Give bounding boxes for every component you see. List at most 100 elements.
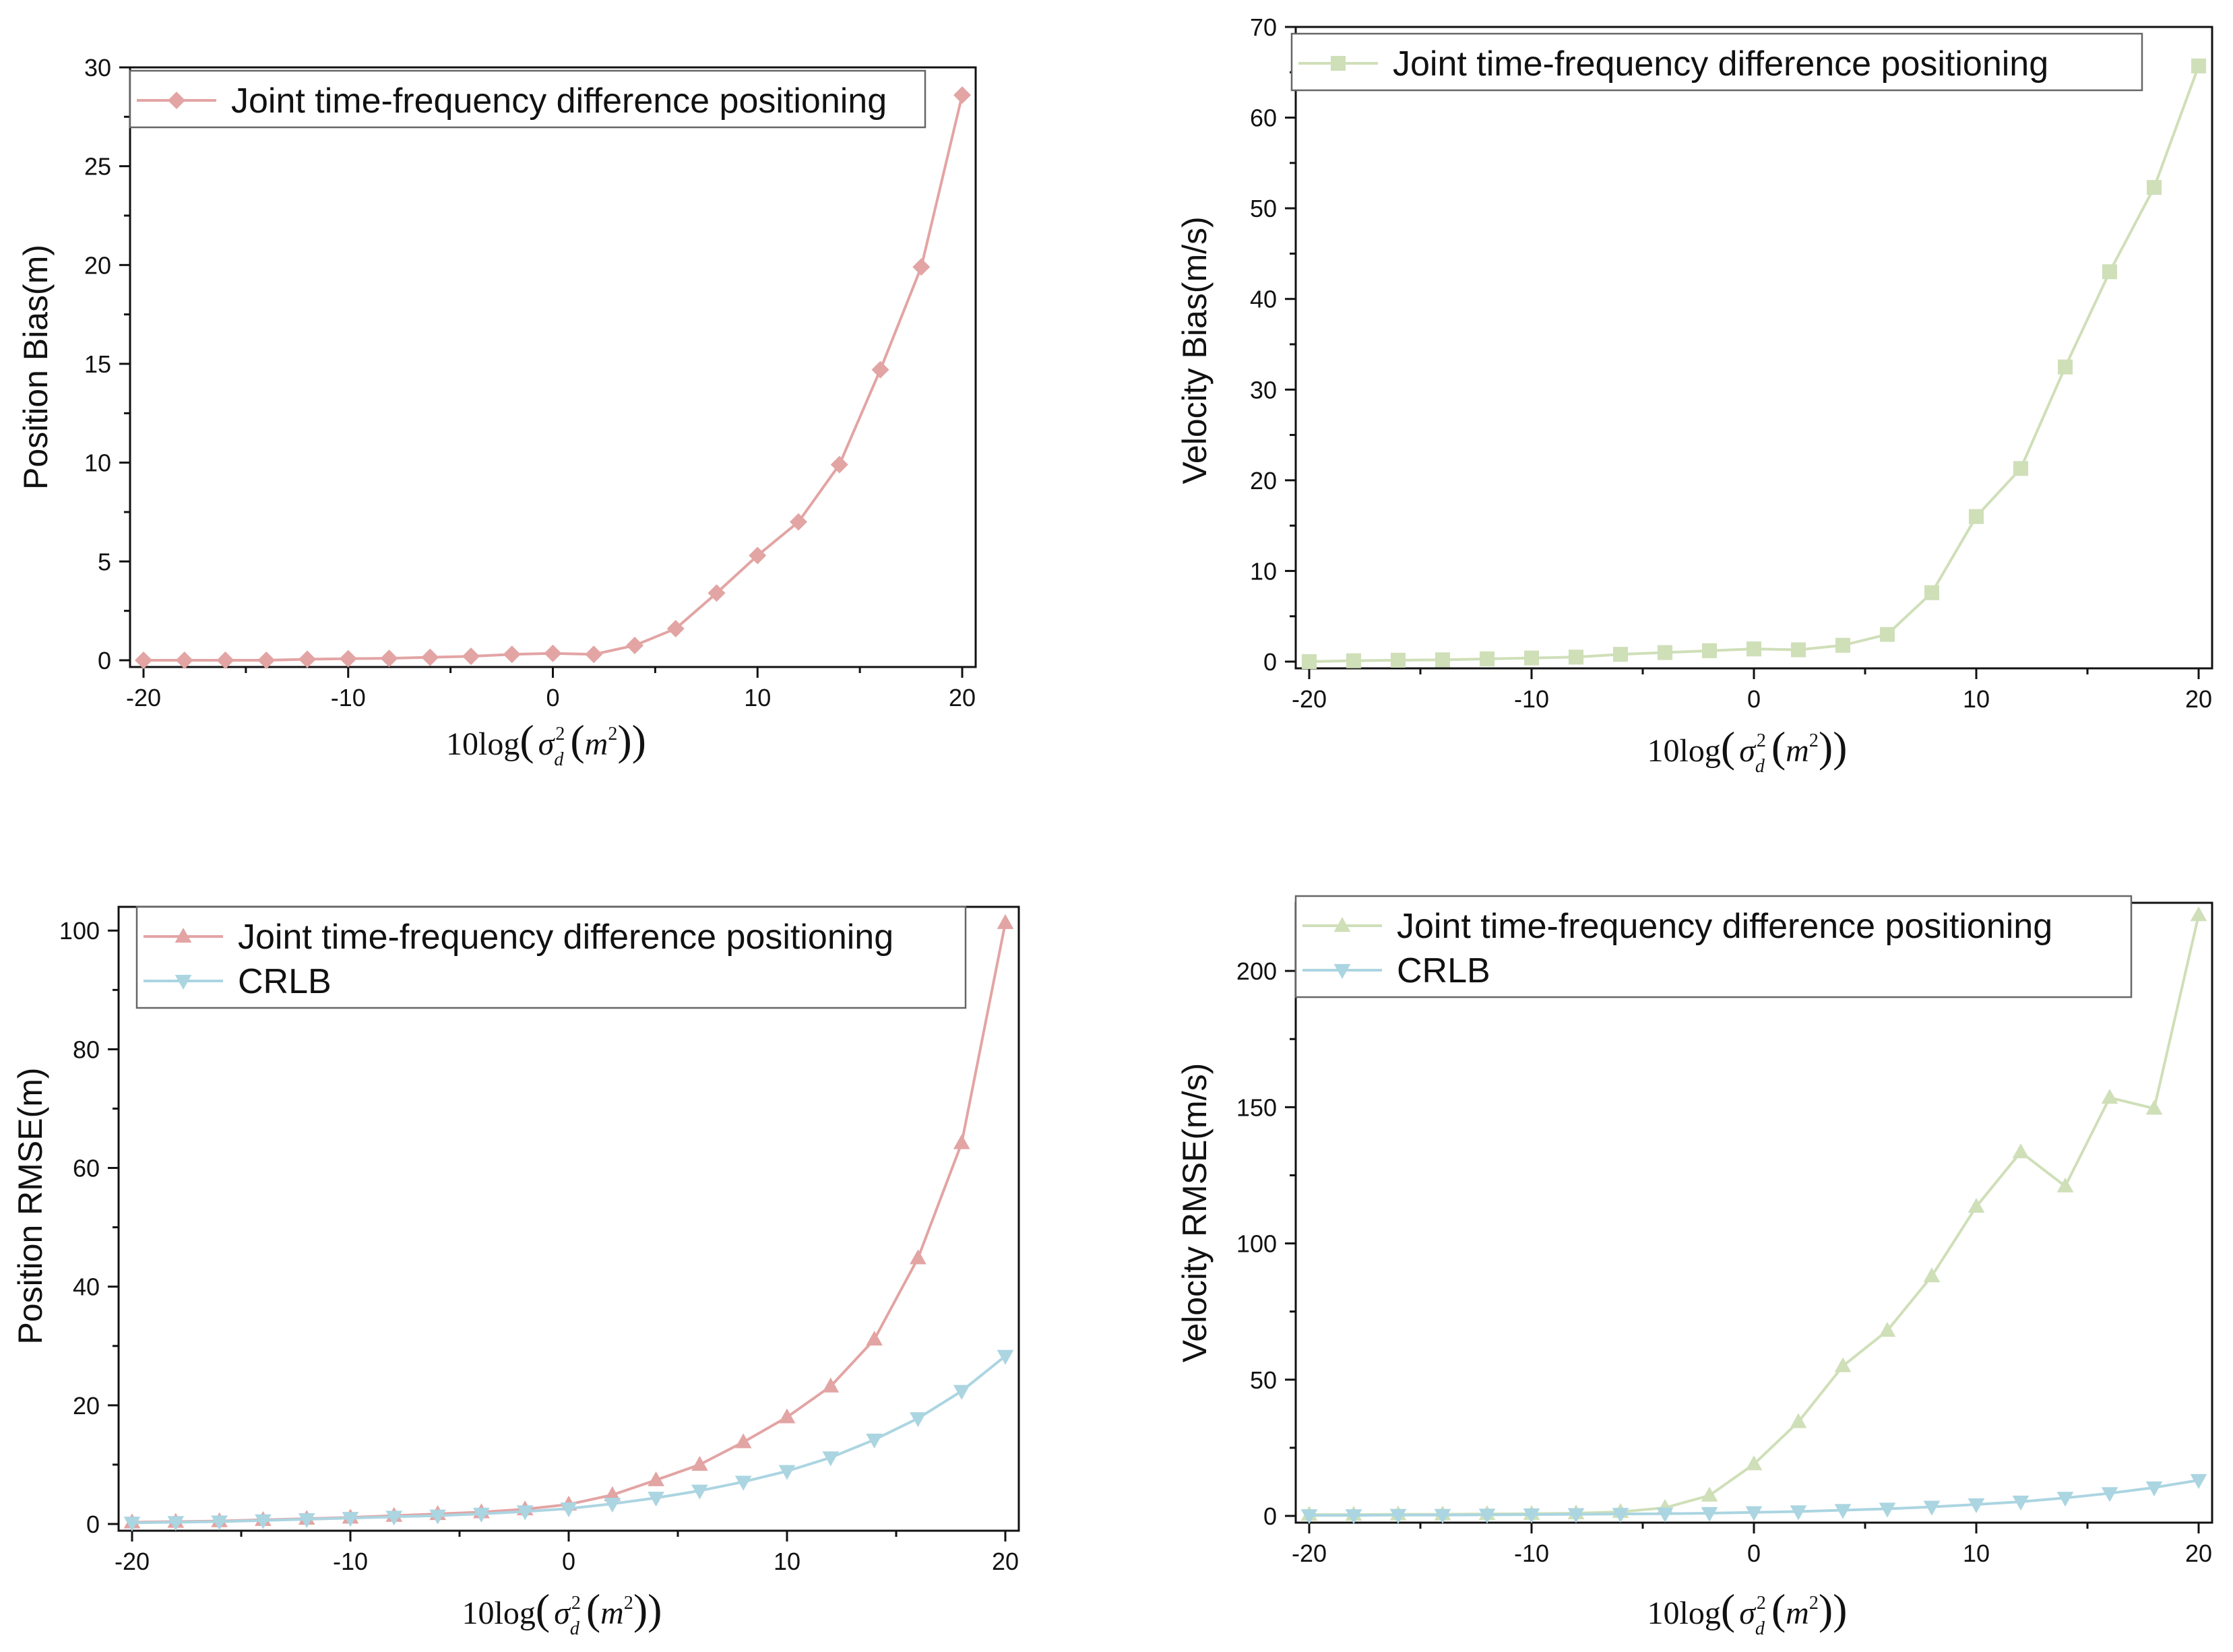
vel_rmse-x-tick-label: 20 xyxy=(2185,1539,2212,1567)
vel_rmse-series-0-point xyxy=(2056,1177,2074,1193)
pos_rmse-series-0-point xyxy=(822,1377,840,1393)
vel_bias-x-tick-label: 0 xyxy=(1747,685,1761,713)
vel_rmse-series-1-point xyxy=(1834,1504,1852,1519)
pos_bias-x-tick-label: 20 xyxy=(949,684,976,711)
pos_rmse-x-title-part-2: σ xyxy=(554,1595,571,1631)
vel_rmse-y-tick-label: 100 xyxy=(1236,1230,1277,1258)
pos_bias-series-0-point xyxy=(421,648,439,666)
pos_bias-y-axis-title: Position Bias(m) xyxy=(17,245,55,490)
pos_rmse-series-1-point xyxy=(298,1513,315,1528)
vel_bias-series-0-point xyxy=(1790,642,1806,658)
pos_bias-y-tick-label: 0 xyxy=(98,647,111,674)
vel_bias-series-0-point xyxy=(1746,641,1762,657)
pos_rmse-legend-box xyxy=(135,906,967,1009)
vel_rmse-x-title-part-5: ( xyxy=(1771,1585,1786,1633)
pos_bias-series-0-point xyxy=(257,652,276,669)
vel_rmse-legend-label-1: CRLB xyxy=(1397,951,1490,990)
vel_rmse-series-0-point xyxy=(2190,906,2207,922)
pos_bias-x-title-part-2: σ xyxy=(538,726,556,762)
pos_rmse-y-tick-label: 100 xyxy=(59,917,100,945)
pos_bias-x-tick-label: -10 xyxy=(331,684,366,711)
vel_rmse-x-tick-label: 0 xyxy=(1747,1539,1761,1567)
vel_bias-series-0-point xyxy=(1924,585,1940,600)
pos_bias-x-title-part-8: )) xyxy=(617,716,646,764)
pos_bias-series-0-point xyxy=(912,258,931,276)
pos_rmse-series-0-point xyxy=(691,1455,708,1471)
vel_rmse-series-1-point xyxy=(1434,1508,1451,1524)
pos_bias-series-0-point xyxy=(503,645,521,664)
pos_rmse-x-tick-label: 20 xyxy=(992,1548,1019,1575)
pos_rmse-series-line-0 xyxy=(131,922,1007,1524)
pos_rmse-legend-label-1: CRLB xyxy=(238,962,332,1001)
pos_bias-series-0-point xyxy=(175,652,193,669)
vel_bias-x-tick-label: 10 xyxy=(1963,685,1990,713)
vel_bias-x-title-part-4: d xyxy=(1755,756,1765,777)
vel_rmse-x-title-part-3: 2 xyxy=(1757,1593,1766,1614)
vel_bias-x-title-part-7: 2 xyxy=(1809,730,1819,751)
pos_rmse-y-tick-label: 80 xyxy=(73,1036,100,1063)
pos_rmse-y-tick-label: 20 xyxy=(73,1392,100,1420)
vel_rmse-x-title-part-4: d xyxy=(1755,1618,1765,1639)
vel_bias-y-tick-label: 60 xyxy=(1250,104,1277,132)
vel_rmse-series-1-point xyxy=(2190,1473,2207,1490)
vel_bias-y-axis-title: Velocity Bias(m/s) xyxy=(1176,216,1214,484)
vel_rmse-series-1-point xyxy=(1790,1505,1807,1521)
vel_bias-series-0-point xyxy=(2102,264,2118,280)
vel_rmse-y-tick-label: 150 xyxy=(1236,1093,1277,1121)
pos_rmse-x-title-part-6: m xyxy=(600,1595,624,1631)
vel_bias-series-0-point xyxy=(1479,651,1495,667)
pos_bias-x-axis-title: 10log(σ2 d (m2)) xyxy=(446,716,646,770)
vel_bias-y-tick-label: 50 xyxy=(1250,195,1277,222)
pos_rmse-legend-marker-0 xyxy=(175,928,192,943)
vel_bias-x-title-part-1: ( xyxy=(1721,723,1735,771)
vel_rmse-series-1-point xyxy=(2056,1492,2074,1507)
vel_rmse-series-0-point xyxy=(2145,1100,2163,1115)
pos_rmse-legend-marker-1 xyxy=(175,974,192,990)
pos_bias-series-0-point xyxy=(462,647,480,666)
vel_bias-series-0-point xyxy=(1346,653,1362,668)
vel_bias-x-title-part-8: )) xyxy=(1819,723,1848,771)
pos_rmse-series-0-point xyxy=(866,1331,883,1346)
vel_bias-series-0-point xyxy=(1612,647,1629,662)
vel_bias-x-title-part-6: m xyxy=(1786,733,1809,769)
vel_rmse-legend-marker-0 xyxy=(1333,917,1351,932)
vel_bias-y-tick-label: 20 xyxy=(1250,467,1277,495)
pos_bias-x-title-part-7: 2 xyxy=(608,724,617,744)
vel_rmse-y-tick-label: 50 xyxy=(1250,1366,1277,1394)
pos_rmse-series-0-point xyxy=(734,1433,752,1449)
vel_rmse-x-title-part-8: )) xyxy=(1819,1585,1848,1633)
vel_bias-y-tick-label: 40 xyxy=(1250,286,1277,313)
vel_bias-series-0-point xyxy=(1523,650,1540,666)
pos_bias-x-tick-label: 10 xyxy=(744,684,771,711)
vel_bias-series-0-point xyxy=(2057,359,2073,375)
vel_rmse-legend-marker-1 xyxy=(1333,963,1351,979)
pos_bias-x-title-part-0: 10log xyxy=(446,726,520,762)
pos_rmse-x-title-part-5: ( xyxy=(586,1585,600,1633)
pos_rmse-series-0-point xyxy=(910,1249,926,1265)
vel_bias-x-tick-label: 20 xyxy=(2185,685,2212,713)
pos_rmse-x-title-part-4: d xyxy=(570,1618,580,1639)
pos_bias-legend-box xyxy=(129,69,926,129)
vel_rmse-series-1-point xyxy=(2145,1481,2163,1496)
vel_rmse-series-line-0 xyxy=(1309,914,2200,1516)
vel_bias-x-tick-label: -20 xyxy=(1292,685,1327,713)
vel_bias-y-tick-label: 10 xyxy=(1250,557,1277,585)
pos_bias-y-tick-label: 15 xyxy=(84,350,111,378)
pos_bias-y-tick-label: 25 xyxy=(84,153,111,181)
pos_rmse-series-1-point xyxy=(385,1511,403,1526)
pos_rmse-x-tick-label: -20 xyxy=(115,1548,150,1575)
pos_bias-x-title-part-1: ( xyxy=(520,716,534,764)
vel_bias-series-0-point xyxy=(2191,58,2207,73)
pos_rmse-series-1-point xyxy=(211,1515,228,1531)
pos_rmse-series-1-point xyxy=(866,1433,883,1449)
pos_bias-series-0-point xyxy=(666,620,685,638)
pos_rmse-series-1-point xyxy=(648,1492,664,1507)
vel_rmse-x-tick-label: -10 xyxy=(1514,1539,1549,1567)
vel_bias-series-0-point xyxy=(2013,461,2029,476)
pos_bias-series-0-point xyxy=(790,513,807,531)
pos_rmse-series-1-point xyxy=(123,1517,141,1532)
vel_rmse-series-1-point xyxy=(2101,1487,2118,1502)
vel_rmse-y-tick-label: 200 xyxy=(1236,957,1277,985)
vel_bias-x-tick-label: -10 xyxy=(1514,685,1549,713)
